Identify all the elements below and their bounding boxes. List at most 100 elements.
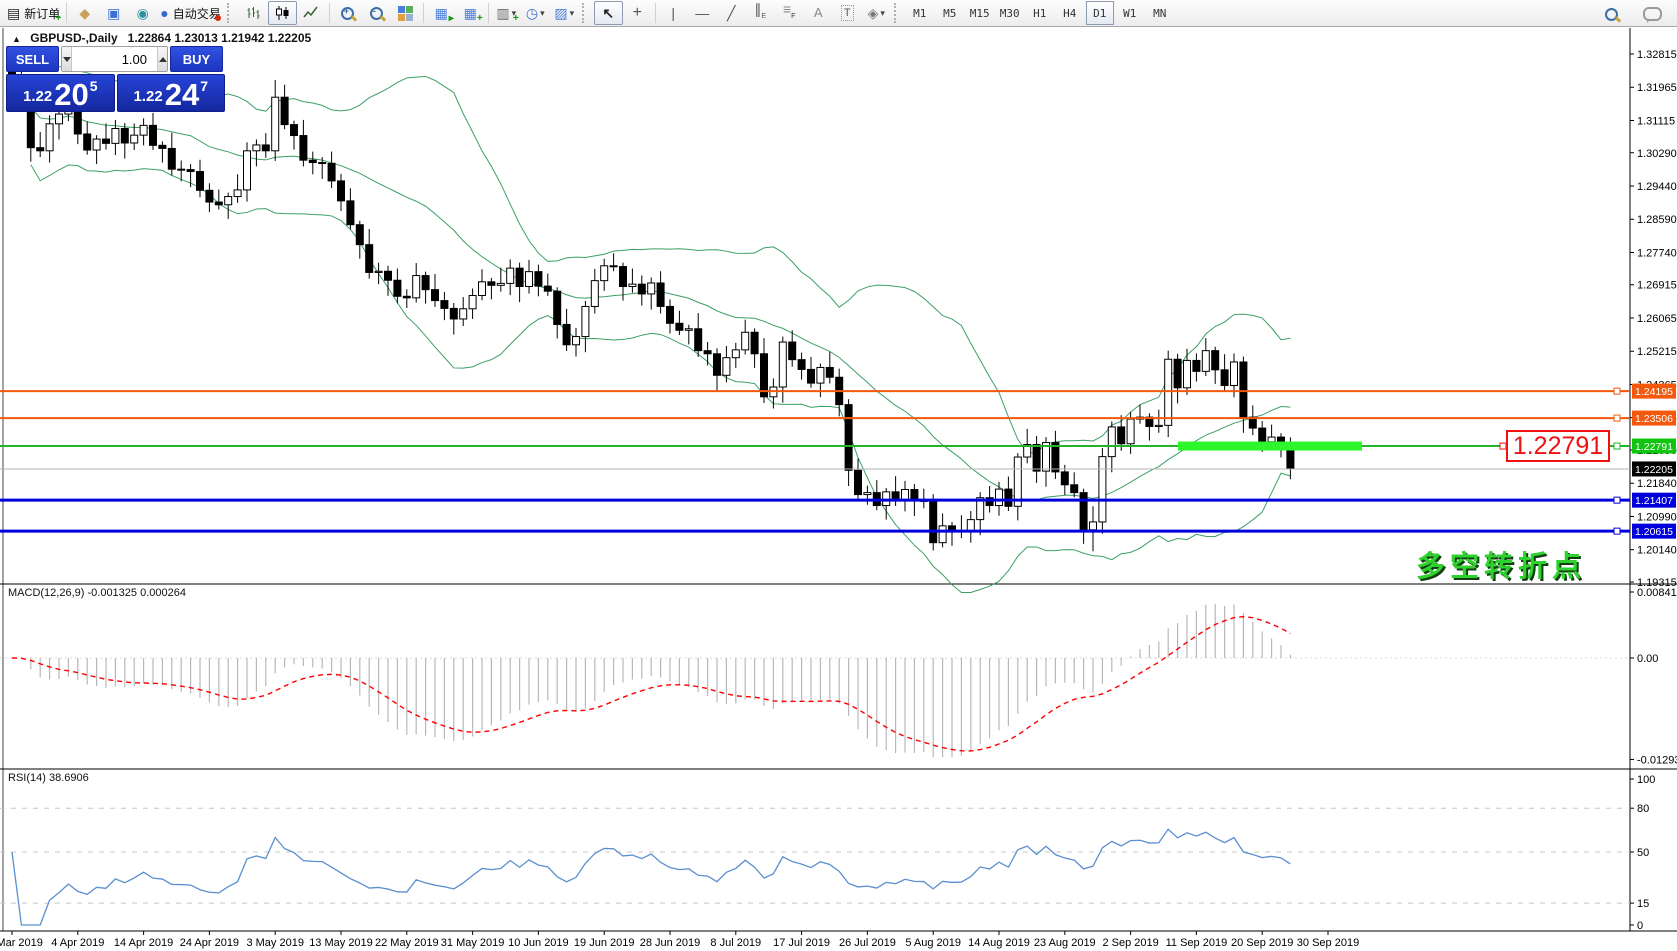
rsi-axis-tick: 50 — [1637, 847, 1649, 859]
line-handle — [1613, 414, 1621, 422]
price-axis-tick: 1.19315 — [1637, 577, 1677, 589]
price-badge-1.24195-text: 1.24195 — [1635, 386, 1673, 398]
trendline-button[interactable]: ╱ — [717, 1, 746, 25]
cursor-icon: ↖ — [602, 5, 615, 21]
turning-point-annotation[interactable]: 多空转折点 — [1416, 551, 1587, 583]
search-button[interactable] — [1597, 2, 1626, 26]
date-axis-tick: 17 Jul 2019 — [773, 937, 830, 949]
separator — [422, 3, 424, 23]
equidistant-channel-button[interactable]: ∥E — [746, 1, 775, 25]
timeframe-m5-button[interactable]: M5 — [943, 6, 957, 20]
line-handle — [1613, 442, 1621, 450]
price-badge-1.22791 — [1632, 438, 1676, 454]
text-button[interactable]: A — [804, 1, 833, 25]
bar-chart-icon — [247, 7, 260, 19]
rsi-value: 38.6906 — [48, 772, 89, 784]
sell-button[interactable]: SELL — [6, 46, 59, 72]
toolbar-grip — [581, 3, 591, 23]
line-chart-button[interactable] — [297, 1, 326, 25]
autotrading-label: 自动交易 — [172, 6, 221, 21]
macd-signal-line — [11, 615, 1291, 752]
indicators-button[interactable]: ▦ ▸ — [427, 1, 456, 25]
timeframe-h1-button[interactable]: H1 — [1033, 6, 1047, 20]
shapes-dropdown[interactable]: ◈ ▾ — [862, 1, 891, 25]
bar-chart-button[interactable] — [239, 1, 268, 25]
chevron-down-icon: ▾ — [511, 7, 517, 18]
clock-icon: ◷ — [525, 5, 539, 21]
date-axis-tick: 14 Apr 2019 — [114, 937, 173, 949]
price-line-highlight — [1178, 441, 1362, 451]
timeframe-mn-button[interactable]: MN — [1153, 6, 1167, 20]
cursor-button[interactable]: ↖ — [593, 1, 623, 25]
broadcast-icon: ◉ — [136, 5, 149, 21]
toolbar-right-icons — [1597, 3, 1667, 25]
text-label-button[interactable]: T — [833, 1, 862, 25]
text-icon: A — [813, 5, 823, 20]
price-axis-tick: 1.30290 — [1637, 148, 1677, 160]
volume-input[interactable] — [72, 47, 157, 71]
chevron-down-icon: ▾ — [540, 7, 545, 18]
shapes-icon: ◈ — [867, 5, 879, 21]
panel-collapse-arrow[interactable]: ▲ — [12, 34, 21, 44]
time-dropdown[interactable]: ◷ ▾ — [521, 1, 550, 25]
broadcast-button[interactable]: ◉ — [128, 1, 157, 25]
chart-window-button[interactable]: ▣ — [99, 1, 128, 25]
crosshair-button[interactable]: + — [623, 1, 652, 25]
bollinger-band-lower — [30, 164, 1291, 594]
chat-icon — [1643, 7, 1662, 23]
line-handle — [1613, 496, 1621, 504]
price-axis-tick: 1.31965 — [1637, 82, 1677, 94]
tile-windows-button[interactable] — [391, 1, 420, 25]
timeframe-m30-button[interactable]: M30 — [999, 6, 1020, 20]
buy-price[interactable]: 1.22 24 7 — [116, 74, 225, 112]
macd-axis-tick: 0.00 — [1637, 653, 1658, 665]
buy-button[interactable]: BUY — [170, 46, 223, 72]
price-level-callout[interactable]: 1.22791 — [1506, 430, 1610, 463]
price-badge-1.23506-text: 1.23506 — [1635, 413, 1673, 425]
price-badge-1.24195 — [1632, 383, 1676, 399]
timeframe-d1-button[interactable]: D1 — [1085, 1, 1114, 25]
volume-increase-button[interactable] — [157, 47, 167, 71]
rsi-axis-tick: 80 — [1637, 803, 1649, 815]
price-axis-tick: 1.20140 — [1637, 545, 1677, 557]
date-axis-tick: 28 Jun 2019 — [640, 937, 701, 949]
sell-price[interactable]: 1.22 20 5 — [6, 74, 115, 112]
autotrading-icon: ● — [160, 6, 221, 21]
timeframe-h4-button[interactable]: H4 — [1063, 6, 1077, 20]
macd-label: MACD(12,26,9) -0.001325 0.000264 — [8, 587, 186, 599]
candlestick-chart-icon — [276, 6, 289, 20]
new-order-button[interactable]: ▤ + 新订单 — [4, 1, 63, 25]
chart-image-dropdown[interactable]: ▨ ▾ — [550, 1, 579, 25]
one-click-trading-panel: SELL BUY 1.22 20 5 1.22 24 7 — [6, 46, 225, 112]
timeframe-m1-button[interactable]: M1 — [913, 6, 927, 20]
date-axis-tick: 11 Sep 2019 — [1166, 937, 1228, 949]
timeframe-m15-button[interactable]: M15 — [969, 6, 990, 20]
price-badge-1.20615-text: 1.20615 — [1635, 526, 1673, 538]
horizontal-line-icon: — — [695, 5, 710, 21]
fibonacci-button[interactable]: ≡F — [775, 1, 804, 25]
chart-canvas: 1.32815 1.31965 1.31115 1.30290 1.29440 1.285… — [0, 28, 1677, 949]
chart-image-icon: ▨ — [554, 5, 568, 21]
date-axis-tick: 4 Apr 2019 — [51, 937, 104, 949]
current-price-badge-text: 1.22205 — [1635, 464, 1673, 476]
zoom-in-button[interactable]: + — [333, 1, 362, 25]
volume-decrease-button[interactable] — [62, 47, 72, 71]
date-axis-tick: 13 May 2019 — [309, 937, 373, 949]
date-axis-tick: 31 May 2019 — [441, 937, 505, 949]
search-icon — [1605, 7, 1618, 21]
timeframe-w1-button[interactable]: W1 — [1123, 6, 1137, 20]
rsi-axis-tick: 0 — [1637, 920, 1643, 932]
indicator-windows-button[interactable]: ▦ + — [456, 1, 485, 25]
price-badge-1.21407 — [1632, 492, 1676, 508]
add-chart-dropdown[interactable]: ▥ + ▾ — [492, 1, 521, 25]
candlestick-chart-button[interactable] — [267, 1, 297, 25]
chat-button[interactable] — [1638, 2, 1667, 26]
rsi-line — [11, 828, 1291, 926]
horizontal-line-button[interactable]: — — [688, 1, 717, 25]
vertical-line-button[interactable]: | — [659, 1, 688, 25]
triangle-up-icon — [158, 56, 167, 62]
eraser-button[interactable]: ◆ — [70, 1, 99, 25]
zoom-out-button[interactable]: - — [362, 1, 391, 25]
autotrading-button[interactable]: ● 自动交易 — [157, 1, 223, 25]
